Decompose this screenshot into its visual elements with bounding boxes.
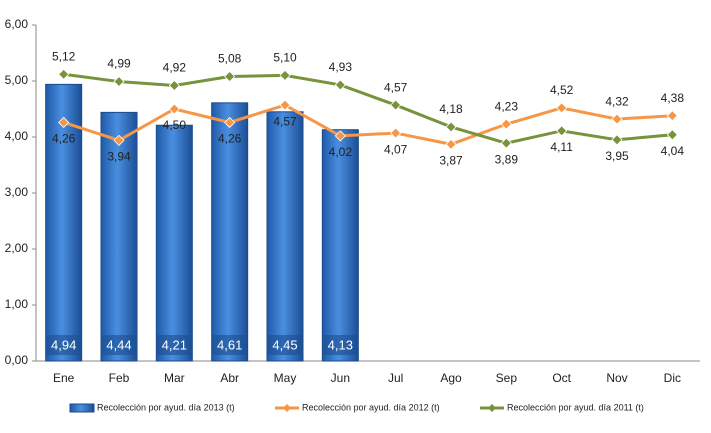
y-tick-label: 4,00 xyxy=(5,129,29,143)
x-tick-label: Dic xyxy=(664,371,681,385)
data-label: 4,92 xyxy=(163,61,187,75)
x-tick-label: Ago xyxy=(440,371,462,385)
marker xyxy=(500,137,512,149)
marker xyxy=(666,110,678,122)
x-tick-label: Oct xyxy=(552,371,571,385)
x-tick-label: Ene xyxy=(53,371,75,385)
x-tick-label: Nov xyxy=(606,371,627,385)
y-tick-label: 5,00 xyxy=(5,73,29,87)
bar xyxy=(155,124,193,362)
bar xyxy=(321,129,359,362)
bar-label: 4,94 xyxy=(51,337,76,352)
bar-label: 4,45 xyxy=(272,337,297,352)
x-tick-label: May xyxy=(274,371,297,385)
marker xyxy=(445,138,457,150)
line xyxy=(63,72,673,145)
marker xyxy=(279,99,291,111)
marker xyxy=(279,69,291,81)
data-label: 4,50 xyxy=(163,118,187,132)
x-tick-label: Jul xyxy=(388,371,403,385)
bar xyxy=(266,111,304,362)
x-tick-label: Abr xyxy=(220,371,239,385)
legend-label: Recolección por ayud. día 2013 (t) xyxy=(97,402,235,412)
marker xyxy=(113,75,125,88)
bar-label-box xyxy=(102,335,136,355)
marker xyxy=(611,113,623,125)
bar xyxy=(45,83,83,362)
x-tick-label: Feb xyxy=(109,371,130,385)
marker xyxy=(224,70,236,83)
data-label: 4,32 xyxy=(605,94,629,108)
data-label: 4,52 xyxy=(550,83,574,97)
data-label: 4,26 xyxy=(52,132,76,146)
bar-label: 4,13 xyxy=(328,337,353,352)
legend-label: Recolección por ayud. día 2012 (t) xyxy=(302,402,440,412)
data-label: 4,07 xyxy=(384,142,408,156)
bar-label-box xyxy=(46,335,81,355)
data-label: 4,23 xyxy=(495,99,519,113)
marker xyxy=(445,121,457,133)
data-label: 4,18 xyxy=(439,102,463,116)
data-label: 4,99 xyxy=(107,57,131,71)
y-tick-label: 1,00 xyxy=(5,297,29,311)
x-tick-label: Jun xyxy=(331,371,350,385)
bar-label-box xyxy=(323,335,358,355)
marker xyxy=(334,79,346,91)
x-tick-label: Sep xyxy=(496,371,518,385)
data-label: 4,57 xyxy=(384,80,408,94)
legend-marker xyxy=(283,404,291,412)
bar-label-box xyxy=(268,335,302,355)
data-label: 3,95 xyxy=(605,149,629,163)
data-label: 4,93 xyxy=(329,60,353,74)
bar xyxy=(100,111,138,362)
data-label: 5,12 xyxy=(52,49,76,63)
bar-label: 4,21 xyxy=(162,337,187,352)
x-tick-label: Mar xyxy=(164,371,185,385)
marker xyxy=(58,116,70,129)
bar-label-box xyxy=(212,335,247,355)
marker xyxy=(556,125,568,137)
data-label: 3,87 xyxy=(439,153,463,167)
marker xyxy=(168,103,180,115)
legend-swatch xyxy=(69,403,95,413)
bar-label: 4,44 xyxy=(106,337,131,352)
marker xyxy=(556,102,568,114)
data-label: 5,10 xyxy=(273,51,297,65)
line xyxy=(63,103,673,146)
data-label: 4,26 xyxy=(218,132,242,146)
data-label: 3,89 xyxy=(495,152,519,166)
bar-label-box xyxy=(157,335,192,355)
marker xyxy=(666,129,678,141)
data-label: 5,08 xyxy=(218,52,242,66)
marker xyxy=(611,134,623,146)
y-tick-label: 2,00 xyxy=(5,241,29,255)
bar xyxy=(211,102,249,362)
y-tick-label: 3,00 xyxy=(5,185,29,199)
data-label: 4,11 xyxy=(550,140,573,154)
marker xyxy=(58,68,70,80)
marker xyxy=(113,134,125,146)
y-tick-label: 0,00 xyxy=(5,353,29,367)
data-label: 4,02 xyxy=(329,145,353,159)
y-tick-label: 6,00 xyxy=(5,17,29,31)
legend-marker xyxy=(488,404,496,412)
marker xyxy=(500,118,512,130)
data-label: 3,94 xyxy=(107,150,131,164)
marker xyxy=(224,116,236,129)
legend-label: Recolección por ayud. día 2011 (t) xyxy=(507,402,644,412)
data-label: 4,38 xyxy=(661,91,685,105)
marker xyxy=(168,79,180,92)
bar-label: 4,61 xyxy=(217,337,242,352)
data-label: 4,57 xyxy=(273,114,297,128)
data-label: 4,04 xyxy=(661,144,685,158)
marker xyxy=(390,99,402,111)
marker xyxy=(334,130,346,142)
marker xyxy=(390,127,402,139)
